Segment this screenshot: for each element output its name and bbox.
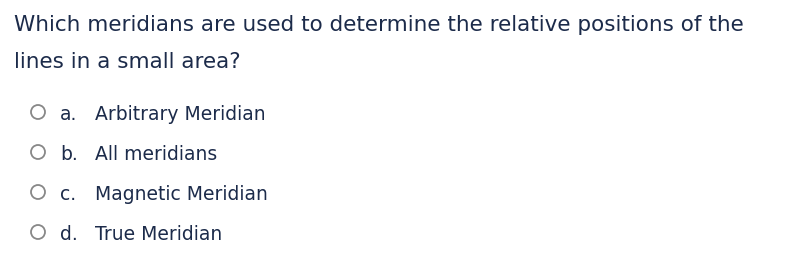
- Text: d.: d.: [60, 225, 78, 244]
- Text: c.: c.: [60, 185, 76, 204]
- Text: b.: b.: [60, 145, 78, 164]
- Text: True Meridian: True Meridian: [95, 225, 223, 244]
- Text: Magnetic Meridian: Magnetic Meridian: [95, 185, 268, 204]
- Text: lines in a small area?: lines in a small area?: [14, 52, 241, 72]
- Text: a.: a.: [60, 105, 77, 124]
- Text: All meridians: All meridians: [95, 145, 217, 164]
- Text: Which meridians are used to determine the relative positions of the: Which meridians are used to determine th…: [14, 15, 744, 35]
- Text: Arbitrary Meridian: Arbitrary Meridian: [95, 105, 266, 124]
